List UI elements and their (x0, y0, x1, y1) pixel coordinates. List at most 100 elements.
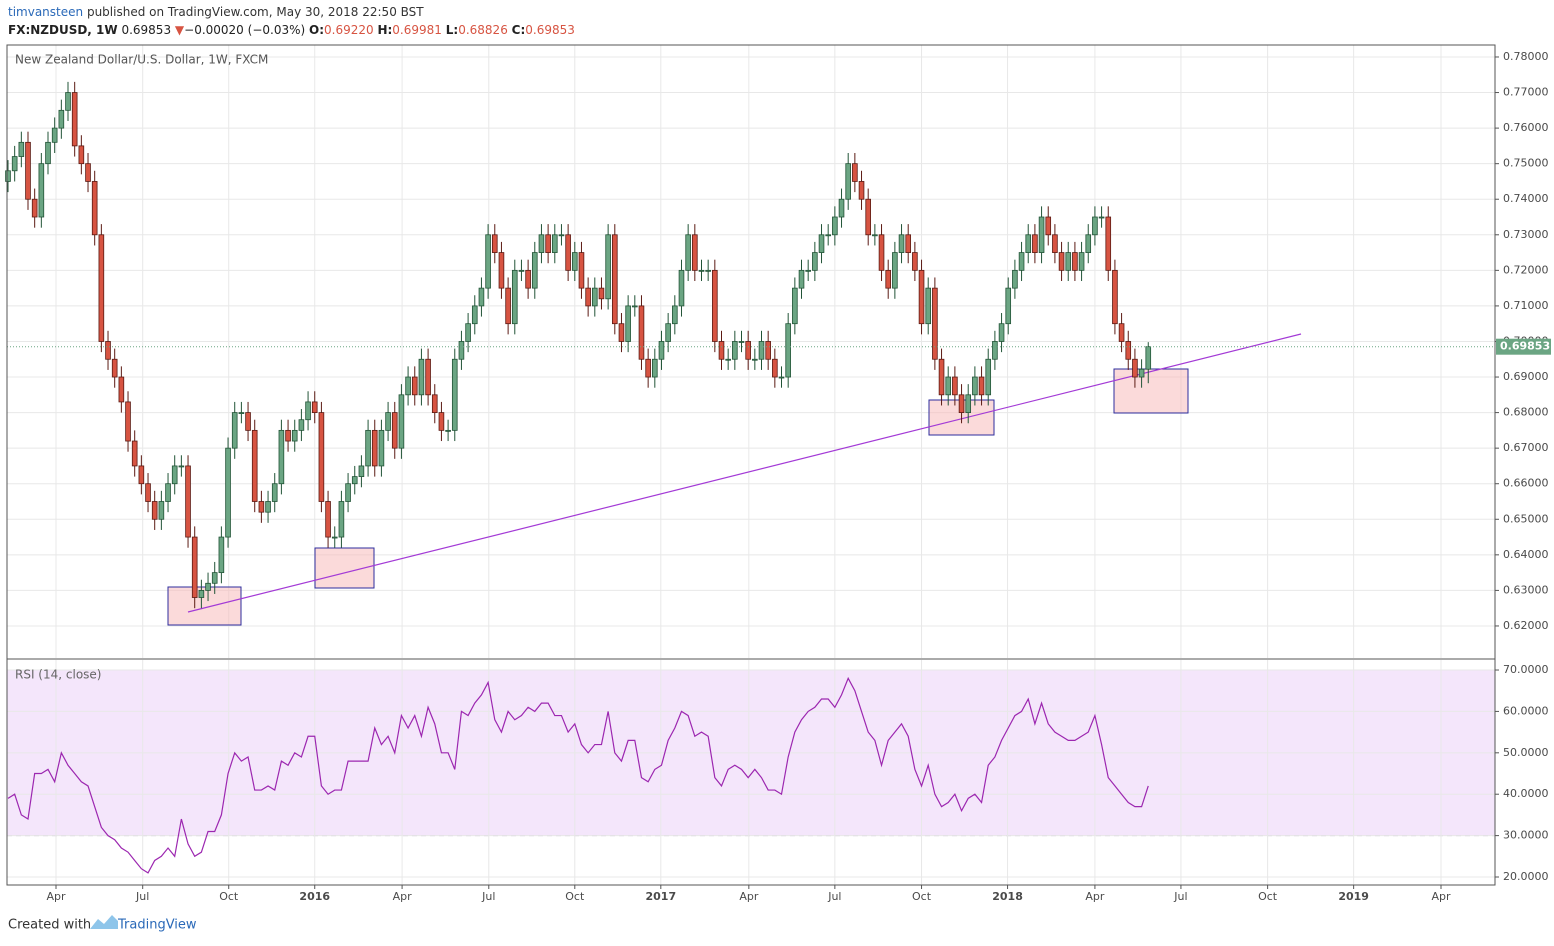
candle-body (525, 269, 531, 289)
candle-body (952, 376, 958, 396)
candle-body (825, 234, 831, 237)
candle-body (311, 401, 318, 413)
candle-body (858, 181, 865, 200)
candle-body (972, 376, 978, 396)
zone-box[interactable] (167, 586, 242, 626)
candle-body (918, 269, 925, 325)
symbol: FX:NZDUSD, 1W (8, 23, 118, 37)
candle-body (712, 269, 718, 342)
candle-body (425, 358, 431, 396)
x-tick-label: Apr (739, 890, 759, 903)
candle-body (205, 582, 211, 591)
candle-body (78, 145, 85, 165)
x-tick-label: Jul (827, 890, 841, 903)
candle-body (465, 323, 471, 342)
candle-body (198, 589, 205, 598)
y-tick-label: 60.0000 (1503, 704, 1549, 717)
y-tick-label: 0.68000 (1503, 406, 1549, 419)
candle-body (585, 287, 591, 307)
rsi-line (7, 676, 1149, 874)
candle-body (45, 141, 51, 165)
y-tick-label: 0.67000 (1503, 441, 1549, 454)
candle-body (271, 483, 278, 502)
x-tick-label: Apr (46, 890, 66, 903)
candle-body (91, 181, 98, 236)
candle-body (718, 341, 725, 360)
candle-body (405, 376, 411, 396)
candle-body (265, 501, 271, 513)
candle-body (785, 323, 791, 378)
candle-body (1105, 216, 1112, 271)
candle-body (1118, 323, 1125, 342)
trend-line[interactable] (187, 333, 1302, 613)
x-tick-label: Oct (565, 890, 585, 903)
candle-body (251, 429, 258, 502)
candle-body (158, 501, 165, 520)
candle-body (892, 252, 898, 289)
candle-body (531, 252, 538, 289)
y-tick-label: 0.75000 (1503, 157, 1549, 170)
open-label: O: (309, 23, 324, 37)
candle-body (992, 341, 998, 360)
candle-body (692, 234, 698, 271)
candle-body (338, 501, 345, 538)
author[interactable]: timvansteen (8, 5, 83, 19)
candle-body (812, 252, 818, 271)
candle-body (291, 429, 298, 442)
candle-body (1078, 252, 1085, 271)
candle-body (685, 234, 691, 271)
candle-body (285, 429, 291, 442)
candle-body (732, 341, 738, 360)
candle-body (258, 501, 265, 513)
candle-body (85, 163, 91, 182)
candle-body (18, 141, 25, 157)
candle-body (1005, 287, 1012, 325)
candle-body (538, 234, 545, 253)
last-price-tag (1496, 338, 1551, 355)
candle-body (945, 376, 952, 396)
low-value: 0.68826 (458, 23, 508, 37)
candle-body (31, 198, 38, 218)
candle-body (678, 269, 685, 307)
candle-body (545, 234, 551, 253)
candle-body (451, 358, 458, 431)
candle-body (5, 170, 11, 182)
candle-body (912, 252, 918, 271)
candle-body (998, 323, 1005, 342)
candle-body (878, 234, 885, 271)
published: published on TradingView.com, May 30, 20… (87, 5, 424, 19)
candle-body (852, 163, 858, 182)
close-label: C: (512, 23, 526, 37)
candle-body (765, 341, 771, 360)
x-tick-label: Oct (912, 890, 932, 903)
candle-body (385, 412, 391, 431)
candle-body (845, 163, 851, 200)
candle-body (131, 440, 138, 467)
candle-body (191, 536, 198, 598)
drawings (167, 333, 1302, 626)
candle-body (832, 216, 838, 236)
candle-body (211, 572, 218, 584)
footer-brand[interactable]: TradingView (117, 918, 197, 933)
x-tick-label: Apr (1085, 890, 1105, 903)
candle-body (645, 358, 651, 378)
x-tick-label: Jul (1173, 890, 1187, 903)
candle-body (51, 127, 58, 143)
candle-body (638, 305, 645, 360)
candle-body (518, 269, 525, 272)
y-tick-label: 0.73000 (1503, 228, 1549, 241)
candle-body (571, 252, 578, 271)
x-tick-label: Jul (481, 890, 495, 903)
candle-body (411, 376, 418, 396)
candle-body (225, 447, 231, 538)
zone-box[interactable] (1113, 368, 1189, 414)
pane-title: New Zealand Dollar/U.S. Dollar, 1W, FXCM (15, 53, 268, 67)
candle-body (185, 465, 191, 538)
candle-body (105, 341, 111, 360)
y-tick-label: 20.0000 (1503, 870, 1549, 883)
candle-body (605, 234, 611, 300)
candle-body (1125, 341, 1132, 360)
candle-body (772, 358, 778, 378)
y-tick-label: 0.74000 (1503, 192, 1549, 205)
